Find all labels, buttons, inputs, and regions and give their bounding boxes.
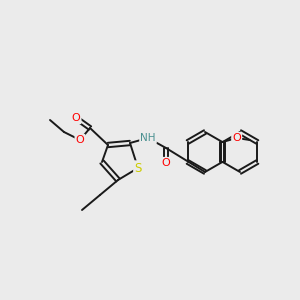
Text: O: O [232, 133, 241, 143]
Text: O: O [162, 158, 170, 168]
Text: O: O [72, 113, 80, 123]
Text: NH: NH [140, 133, 156, 143]
Text: S: S [134, 161, 142, 175]
Text: O: O [76, 135, 84, 145]
